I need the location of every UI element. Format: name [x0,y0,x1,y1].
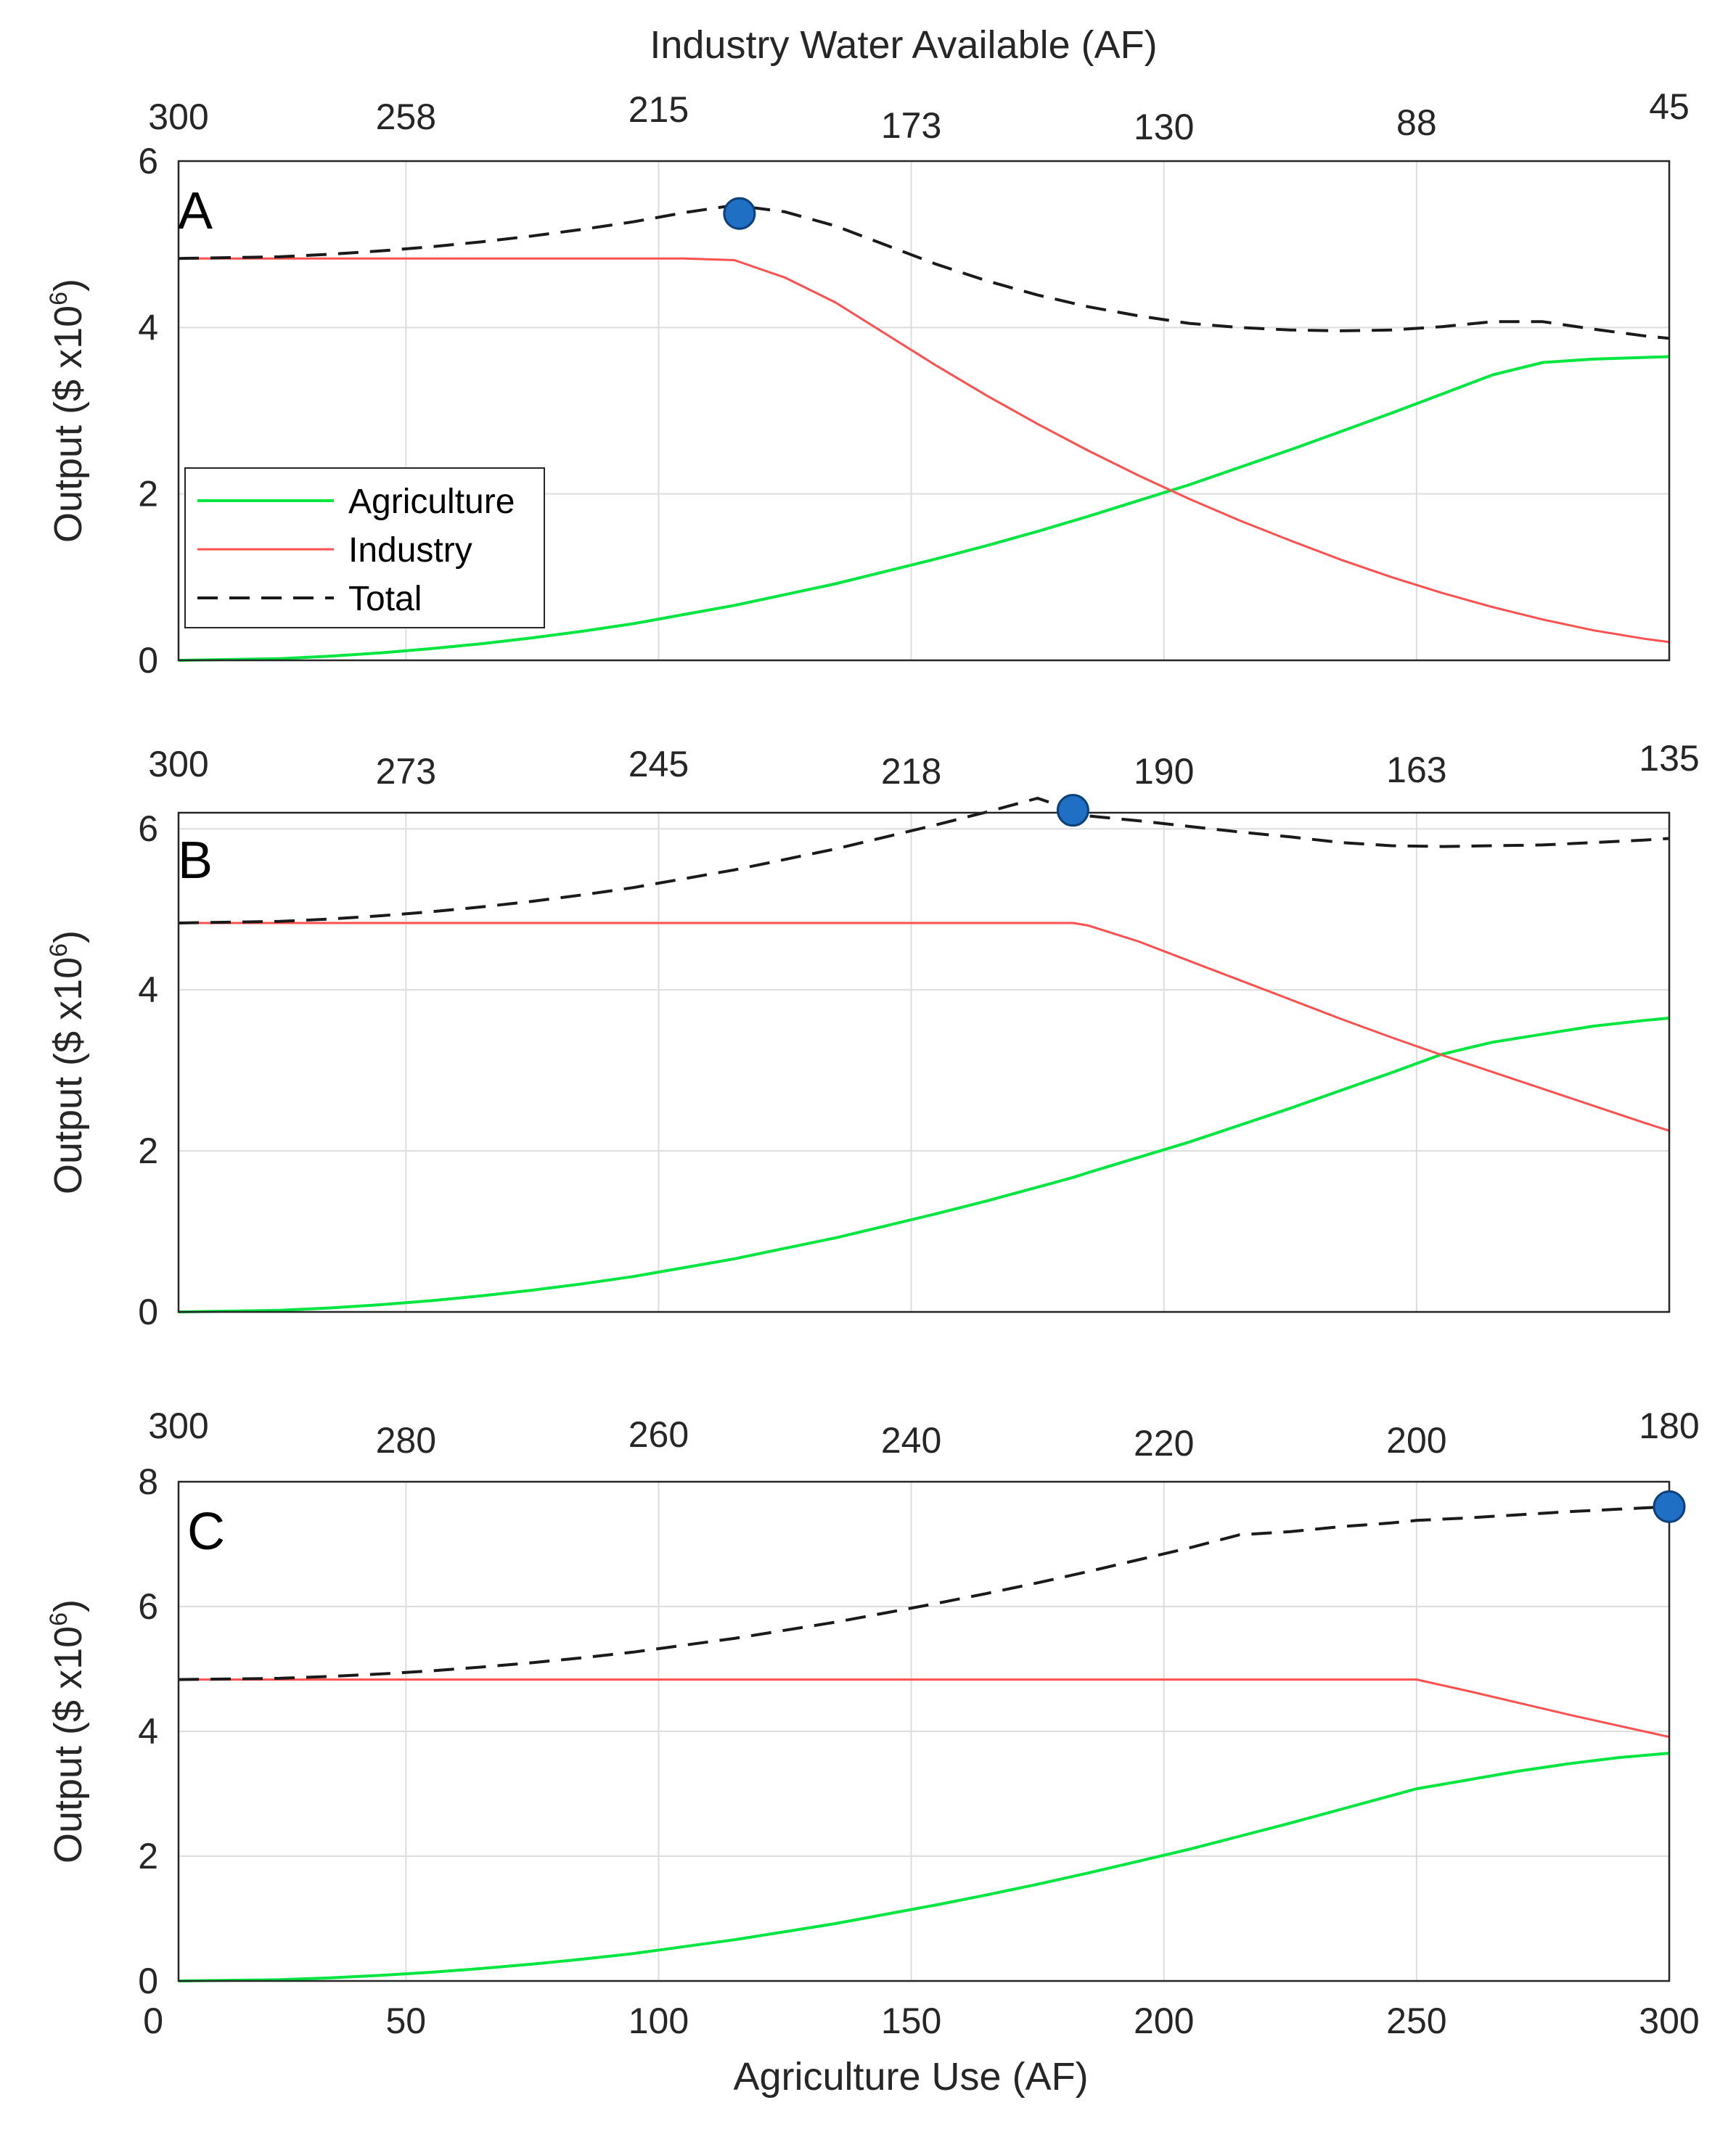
panel-c: 0 2 4 6 8 300 280 260 240 220 200 180 0 50 100 150 200 25… [45,1406,1700,2041]
legend-label-industry: Industry [348,531,472,570]
panel-c-ytick-label: 4 [138,1711,158,1752]
panel-b-series-agriculture [178,1017,1670,1313]
panel-c-axes-box [177,1480,1671,1982]
panel-c-top-tick-label: 200 [1386,1420,1446,1461]
panel-a-top-tick-label: 173 [881,105,941,146]
panel-a-series-total [178,203,1670,340]
panel-a-ytick-label: 6 [138,141,158,181]
panel-c-ytick-label: 8 [138,1461,158,1502]
panel-c-ytick-label: 0 [138,1961,158,2001]
panel-b-axes-box [177,811,1671,1313]
panel-c-bottom-tick-label: 50 [386,2001,427,2041]
panel-c-top-tick-label: 220 [1134,1423,1194,1464]
panel-b-top-tick-label: 190 [1134,751,1194,792]
panel-a-top-tick-label: 130 [1134,107,1194,147]
panel-c-bottom-tick-label: 150 [881,2001,941,2041]
panel-c-ylabel: Output ($ x106) [45,1599,90,1863]
panel-b-top-tick-label: 163 [1386,750,1446,790]
panel-c-ylabel-text: Output ($ x106) [45,1599,90,1863]
panel-b-letter: B [178,832,213,890]
panel-b-top-tick-label: 218 [881,751,941,792]
panel-c-series-total [178,1505,1670,1681]
bottom-axis-title: Agriculture Use (AF) [733,2055,1088,2099]
panel-a-optimum-marker [723,197,756,230]
panel-a-top-tick-label: 300 [148,97,208,137]
panel-b-top-tick-label: 245 [629,744,689,784]
panel-b-labels: 0 2 4 6 300 273 245 218 190 163 135 [138,738,1700,1332]
panel-b-series-total [178,797,1670,924]
panel-b-optimum-marker [1056,794,1089,827]
panel-b-series [178,797,1670,1313]
legend: Agriculture Industry Total [184,467,545,628]
panel-c-bottom-tick-label: 250 [1386,2001,1446,2041]
panel-b: 0 2 4 6 300 273 245 218 190 163 135 B Output ($ x1… [45,738,1700,1332]
panel-c-ytick-label: 6 [138,1586,158,1627]
panel-a-ytick-label: 4 [138,307,158,348]
panel-c-top-tick-label: 300 [148,1406,208,1446]
panel-b-ylabel: Output ($ x106) [45,930,90,1194]
panel-b-optimum [1056,794,1089,827]
panel-a-optimum [723,197,756,230]
panel-a-ytick-label: 2 [138,474,158,514]
panel-c-frame [177,1480,1671,1982]
panel-c-series-industry [179,1678,1670,1739]
panel-c-bottom-tick-label: 100 [629,2001,689,2041]
panel-c-labels: 0 2 4 6 8 300 280 260 240 220 200 180 0 50 100 150 200 25… [138,1406,1700,2041]
panel-b-ytick-label: 2 [138,1131,158,1171]
panel-a-ytick-label: 0 [138,640,158,681]
panel-a-top-tick-label: 45 [1649,86,1690,127]
panel-c-series [178,1505,1670,1982]
panel-a-series-agriculture [178,355,1670,662]
legend-label-total: Total [348,580,422,618]
panel-c-optimum-marker [1653,1490,1686,1523]
panel-c-ytick-label: 2 [138,1836,158,1876]
legend-label-agriculture: Agriculture [348,483,515,521]
panel-c-top-tick-label: 180 [1639,1406,1699,1446]
panel-a-ylabel: Output ($ x106) [45,279,90,543]
panel-a-top-tick-label: 88 [1396,102,1437,143]
panel-c-optimum [1653,1490,1686,1523]
panel-c-top-tick-label: 260 [629,1414,689,1455]
panel-b-ytick-label: 6 [138,808,158,849]
panel-c-bottom-tick-label: 200 [1134,2001,1194,2041]
panel-a-letter: A [178,182,213,240]
panel-c-series-agriculture [178,1752,1670,1982]
panel-b-ytick-label: 0 [138,1292,158,1332]
panel-c-letter: C [187,1503,225,1561]
panel-a-series [178,203,1670,662]
top-axis-title: Industry Water Available (AF) [650,23,1157,67]
panel-c-bottom-tick-label: 0 [143,2001,163,2041]
panel-b-top-tick-label: 273 [376,751,436,792]
panel-b-top-tick-label: 300 [148,744,208,784]
panel-a-frame [177,160,1671,662]
panel-a-axes-box [177,160,1671,662]
panel-c-bottom-tick-label: 300 [1639,2001,1699,2041]
panel-b-top-tick-label: 135 [1639,738,1699,779]
panel-b-ylabel-text: Output ($ x106) [45,930,90,1194]
panel-b-series-industry [179,922,1670,1132]
panel-a-top-tick-label: 258 [376,97,436,137]
panel-a-ylabel-text: Output ($ x106) [45,279,90,543]
panel-a-series-industry [179,257,1670,644]
panel-c-top-tick-label: 280 [376,1420,436,1461]
panel-a-top-tick-label: 215 [629,89,689,130]
panel-b-frame [177,811,1671,1313]
panel-b-ytick-label: 4 [138,969,158,1010]
panel-c-top-tick-label: 240 [881,1420,941,1461]
legend-box [184,467,545,628]
